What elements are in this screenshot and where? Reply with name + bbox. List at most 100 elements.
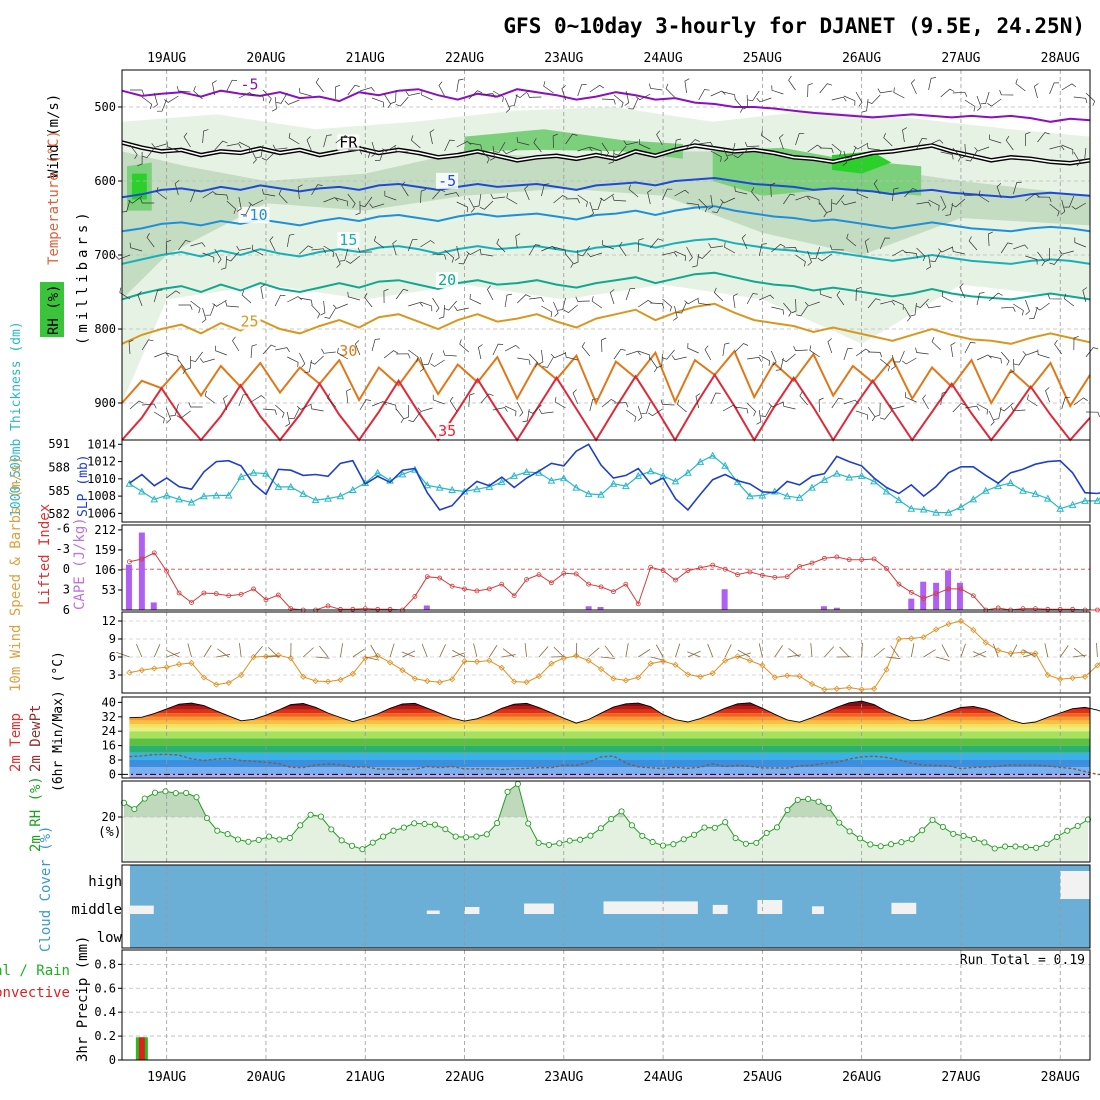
- wind-barb: [698, 141, 714, 147]
- wind-barb: [335, 135, 350, 144]
- wind-ylabels: 10m Wind Speed & Barbs (m/s): [8, 456, 24, 692]
- wind-speed-point: [995, 647, 1002, 654]
- isotherm-line: [121, 205, 1091, 233]
- wind-barb: [137, 291, 143, 307]
- wind-barb: [672, 305, 678, 321]
- wind-barb: [1054, 339, 1062, 355]
- wind-barb: [395, 408, 405, 423]
- rh-line: [123, 783, 1089, 850]
- wind-barb-10m: [166, 650, 180, 658]
- wind-barb: [304, 359, 312, 374]
- thickness-point: [671, 477, 680, 485]
- lifted-index-point: [412, 594, 418, 599]
- wind-speed-point: [846, 684, 853, 691]
- wind-barb: [240, 203, 252, 216]
- upper-air-panel: 500 600 700 800 900 -5 FR -5 -10 15 20 25 30 35: [94, 69, 1100, 442]
- wind-barb-10m: [451, 652, 466, 658]
- thickness-point: [882, 487, 891, 495]
- wind-barb: [220, 255, 228, 270]
- wind-barb: [287, 296, 302, 303]
- rh-point: [525, 820, 532, 827]
- wind-barb: [1061, 396, 1071, 410]
- thickness-tick-label: 585: [48, 484, 70, 498]
- wind-barb: [795, 254, 806, 267]
- wind-barb: [951, 198, 966, 208]
- wind-barb: [877, 88, 893, 94]
- wind-barb: [962, 191, 978, 197]
- thickness-point: [187, 498, 196, 506]
- wind-speed-point: [511, 678, 518, 685]
- wind-barb: [1033, 83, 1039, 99]
- lifted-index-point: [1045, 606, 1051, 612]
- wind-barb: [686, 139, 700, 149]
- wind-speed-point: [622, 677, 629, 684]
- slp-ylabels: 1000-500mb Thickness (dm) SLP (mb): [9, 321, 91, 517]
- wind-barb-10m: [638, 649, 651, 658]
- temp-band: [129, 774, 1090, 778]
- wind-barb: [335, 252, 341, 268]
- wind-barb: [533, 138, 542, 153]
- wind-speed-point: [1044, 671, 1051, 679]
- wind-barb: [405, 91, 421, 96]
- lifted-index-point: [449, 583, 455, 589]
- wind-barb: [577, 84, 587, 97]
- wind-barb: [843, 347, 853, 361]
- cloud-level-label: high: [88, 874, 122, 890]
- wind-barb: [371, 141, 376, 157]
- wind-barb-10m: [890, 645, 900, 658]
- rh-point: [649, 838, 656, 846]
- wind-barb: [278, 189, 288, 204]
- lifted-index-point: [921, 596, 927, 601]
- wind-barb: [432, 394, 445, 405]
- isotherm-line: [121, 302, 1091, 345]
- cape-bar: [908, 598, 915, 610]
- wind-barb: [432, 189, 446, 200]
- li-ylabels: Lifted Index CAPE (J/kg): [37, 504, 88, 610]
- wind-barb: [795, 195, 811, 201]
- wind-barb: [578, 245, 591, 257]
- wind-barb: [456, 201, 468, 213]
- thickness-point: [559, 474, 568, 482]
- rh-point: [815, 798, 822, 805]
- wind-barb: [492, 407, 508, 412]
- ylabel-slp: SLP (mb): [76, 454, 91, 517]
- lifted-index-point: [884, 566, 889, 571]
- wind-barb-10m: [302, 647, 314, 658]
- wind-barb: [940, 391, 948, 406]
- wind-barb: [965, 150, 978, 162]
- wind-speed-point: [1019, 649, 1027, 656]
- wind-barb: [528, 404, 542, 414]
- wind-barb: [178, 239, 191, 251]
- wind-barb: [565, 133, 578, 145]
- wind-barb: [327, 393, 336, 408]
- wind-barb: [384, 190, 397, 201]
- wind-barb: [624, 90, 630, 106]
- wind-barb: [601, 398, 616, 408]
- wind-barb: [359, 399, 372, 411]
- wind-barb-10m: [886, 656, 901, 660]
- isotherm-label-bg: [238, 313, 261, 330]
- wind-barb: [867, 406, 876, 422]
- wind-speed-point: [573, 652, 580, 659]
- rh-point: [266, 833, 273, 840]
- wind-barb: [468, 197, 475, 213]
- wind-barb: [581, 342, 591, 357]
- wind-barb: [271, 96, 277, 112]
- wind-barb: [819, 147, 834, 154]
- wind-barb: [285, 411, 290, 427]
- rh-point: [556, 840, 563, 847]
- wind-barb: [262, 188, 276, 197]
- wind-barb: [504, 405, 517, 417]
- wind-speed-point: [523, 679, 530, 686]
- wind-barb-10m: [340, 643, 344, 658]
- wind-barb: [225, 301, 239, 308]
- cloud-middle-block: [603, 901, 698, 914]
- wind-barb: [722, 146, 729, 162]
- slp-thickness-panel: 1006 1008 1010 1012 1014 582 585 588 591: [48, 437, 1100, 523]
- thickness-point: [622, 482, 630, 490]
- wind-barb: [515, 89, 530, 99]
- temp-band: [129, 731, 1090, 739]
- wind-barb: [819, 83, 833, 94]
- wind-barb: [528, 244, 541, 256]
- wind-barb: [684, 297, 699, 305]
